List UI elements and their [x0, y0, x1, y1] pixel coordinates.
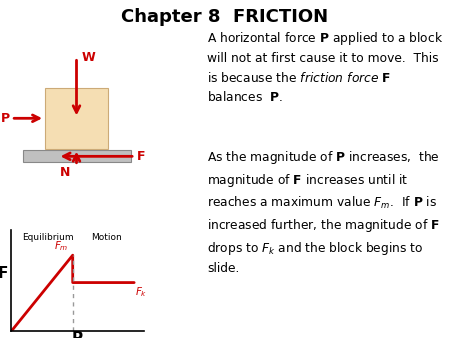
Text: A horizontal force $\bf{P}$ applied to a block
will not at first cause it to mov: A horizontal force $\bf{P}$ applied to a… [207, 30, 443, 104]
Text: Equilibrium: Equilibrium [22, 233, 74, 242]
Text: $F_m$: $F_m$ [54, 239, 69, 253]
Text: N: N [60, 166, 71, 178]
Text: Motion: Motion [91, 233, 122, 242]
Bar [22, 150, 130, 162]
Bar [45, 88, 108, 149]
Y-axis label: F: F [0, 266, 8, 281]
Text: As the magnitude of $\bf{P}$ increases,  the
magnitude of $\bf{F}$ increases unt: As the magnitude of $\bf{P}$ increases, … [207, 149, 440, 275]
Text: Chapter 8  FRICTION: Chapter 8 FRICTION [122, 8, 328, 26]
Text: P: P [1, 112, 10, 125]
Text: $F_k$: $F_k$ [135, 286, 148, 299]
Text: W: W [82, 51, 96, 64]
Text: F: F [137, 150, 146, 163]
X-axis label: P: P [72, 331, 83, 338]
